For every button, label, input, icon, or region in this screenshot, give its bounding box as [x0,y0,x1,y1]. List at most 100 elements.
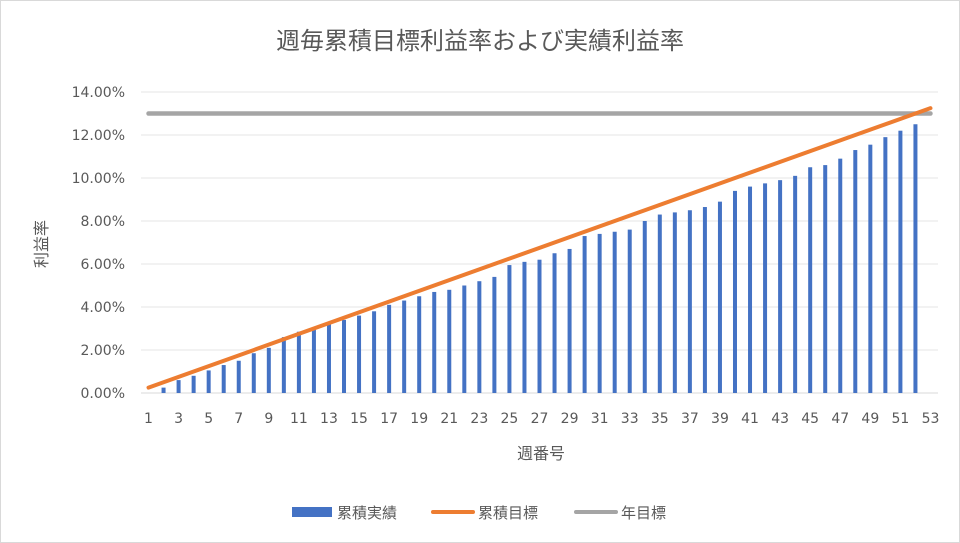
bar [206,370,211,393]
bar [823,165,828,393]
legend-label: 累積目標 [478,504,538,522]
bar [793,175,798,393]
x-tick-label: 43 [771,411,789,427]
legend: 累積実績 累積目標 年目標 [292,504,666,522]
y-tick-label: 6.00% [81,257,125,273]
legend-label: 累積実績 [337,504,397,522]
x-tick-label: 15 [350,411,368,427]
x-tick-label: 7 [234,411,243,427]
bar [251,353,256,393]
bar [642,221,647,393]
bar [702,207,707,393]
x-tick-label: 9 [264,411,273,427]
bar [281,337,286,393]
bar [326,324,331,393]
y-tick-label: 14.00% [72,85,125,101]
x-tick-label: 19 [410,411,428,427]
y-tick-label: 8.00% [81,214,125,230]
bar [808,167,813,393]
bar [221,365,226,393]
x-tick-label: 33 [621,411,639,427]
bar [387,304,392,393]
x-tick-label: 41 [741,411,759,427]
bar [432,291,437,393]
bar [447,289,452,393]
bar [507,265,512,393]
bar [357,315,362,393]
x-tick-label: 49 [861,411,879,427]
bar [778,180,783,393]
bar [898,130,903,393]
cumulative-target-line [146,106,933,390]
x-tick-label: 37 [681,411,699,427]
bar [492,276,497,393]
x-tick-label: 53 [922,411,940,427]
bar [567,248,572,393]
bar [612,231,617,393]
bar [597,233,602,393]
bar [372,311,377,393]
y-tick-label: 10.00% [72,171,125,187]
bar [627,229,632,393]
x-tick-label: 25 [501,411,519,427]
x-tick-label: 47 [831,411,849,427]
x-tick-label: 21 [440,411,458,427]
bar [296,331,301,393]
x-tick-label: 27 [531,411,549,427]
x-tick-label: 51 [891,411,909,427]
bar [342,319,347,393]
bar [687,210,692,393]
y-tick-label: 0.00% [81,386,125,402]
x-tick-label: 5 [204,411,213,427]
bar [732,190,737,393]
bar [853,150,858,393]
bar [552,253,557,393]
y-axis-title: 利益率 [32,220,51,268]
bar [522,261,527,393]
x-tick-label: 1 [144,411,153,427]
bar [477,281,482,393]
legend-label: 年目標 [621,504,666,522]
x-axis-title: 週番号 [517,444,565,463]
bar [748,186,753,393]
x-tick-label: 39 [711,411,729,427]
x-tick-label: 29 [561,411,579,427]
x-tick-label: 17 [380,411,398,427]
bar [462,285,467,393]
bar [191,375,196,393]
bar [582,236,587,393]
x-tick-label: 11 [290,411,308,427]
x-tick-label: 3 [174,411,183,427]
bar [763,183,768,393]
x-tick-label: 23 [470,411,488,427]
bar [868,144,873,393]
x-tick-label: 13 [320,411,338,427]
bar [402,300,407,393]
y-tick-label: 2.00% [81,343,125,359]
bar [913,124,918,393]
legend-swatch [292,507,332,517]
chart-title: 週毎累積目標利益率および実績利益率 [276,27,684,55]
x-axis-tick-labels: 1 3 5 7 9 11 13 15 17 19 21 23 25 27 29 31 33 35 37 39 41 43 4… [144,411,939,427]
x-tick-label: 35 [651,411,669,427]
y-tick-label: 4.00% [81,300,125,316]
bar [537,259,542,393]
bar [311,328,316,393]
bar [883,137,888,393]
actual-bars [161,124,918,393]
bar [176,380,181,393]
bar [161,387,166,393]
bar [717,201,722,393]
y-tick-label: 12.00% [72,128,125,144]
bar [657,214,662,393]
bar [236,360,241,393]
bar [838,158,843,393]
bar [417,296,422,393]
series-lines [146,106,933,390]
x-tick-label: 45 [801,411,819,427]
bar [672,212,677,393]
bar [266,347,271,393]
y-axis-tick-labels: 0.00% 2.00% 4.00% 6.00% 8.00% 10.00% 12.00% 14.… [72,85,125,402]
